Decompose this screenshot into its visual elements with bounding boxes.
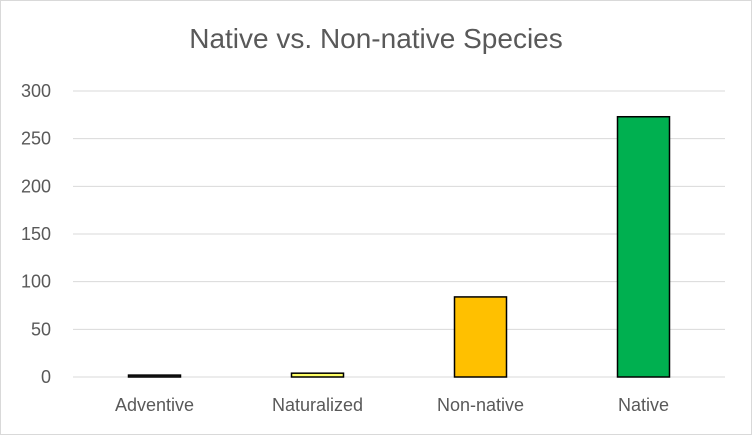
y-tick-label-0: 0	[41, 367, 51, 387]
y-tick-label-100: 100	[21, 272, 51, 292]
bar-naturalized	[290, 372, 345, 378]
x-tick-label-naturalized: Naturalized	[272, 395, 363, 415]
y-tick-label-50: 50	[31, 319, 51, 339]
x-tick-label-adventive: Adventive	[115, 395, 194, 415]
y-tick-label-150: 150	[21, 224, 51, 244]
x-tick-label-non-native: Non-native	[437, 395, 524, 415]
y-tick-label-300: 300	[21, 81, 51, 101]
bar-native	[616, 115, 671, 378]
x-tick-label-native: Native	[618, 395, 669, 415]
y-tick-label-250: 250	[21, 129, 51, 149]
chart-title: Native vs. Non-native Species	[189, 23, 563, 54]
bar-non-native	[453, 296, 508, 378]
bar-adventive	[127, 374, 182, 378]
y-tick-label-200: 200	[21, 176, 51, 196]
